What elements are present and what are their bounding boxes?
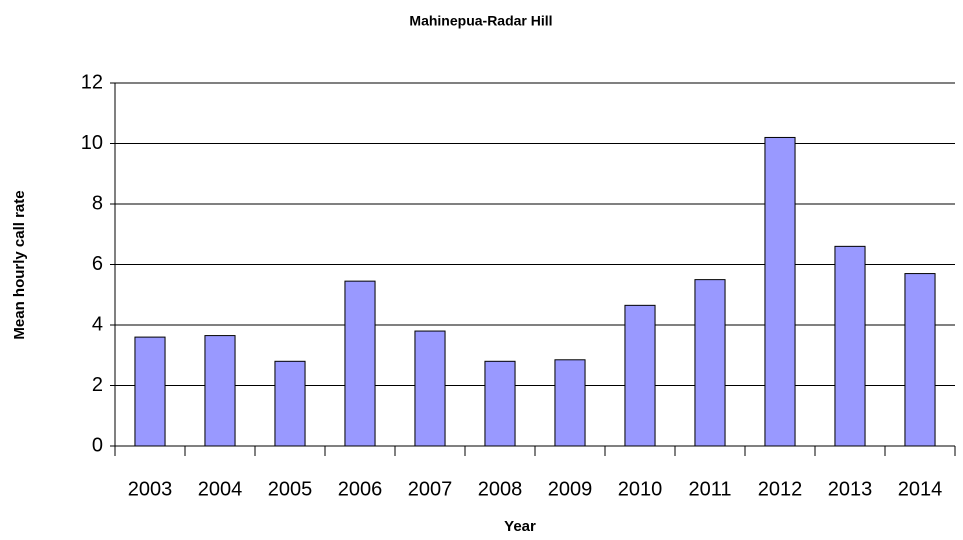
x-tick-label: 2014: [898, 478, 943, 500]
y-tick-label: 6: [92, 253, 103, 275]
y-tick-label: 4: [92, 313, 103, 335]
y-tick-label: 0: [92, 434, 103, 456]
x-tick-label: 2006: [338, 478, 383, 500]
bar: [274, 360, 306, 447]
bar: [134, 336, 166, 447]
bar: [834, 245, 866, 447]
bar: [554, 359, 586, 447]
x-tick-label: 2008: [478, 478, 523, 500]
y-tick-label: 2: [92, 374, 103, 396]
bar: [414, 330, 446, 447]
x-tick-label: 2011: [688, 478, 731, 500]
chart-title: Mahinepua-Radar Hill: [409, 13, 552, 29]
x-tick-label: 2004: [198, 478, 243, 500]
bar: [484, 360, 516, 447]
bar: [764, 136, 796, 447]
x-tick-label: 2012: [758, 478, 803, 500]
y-tick-label: 8: [92, 192, 103, 214]
bar: [904, 273, 936, 447]
y-tick-label: 10: [81, 132, 103, 154]
bar: [624, 304, 656, 447]
x-tick-label: 2013: [828, 478, 873, 500]
x-tick-label: 2010: [618, 478, 663, 500]
bar: [204, 335, 236, 447]
y-axis-title: Mean hourly call rate: [11, 190, 28, 339]
bar: [694, 279, 726, 447]
x-tick-label: 2003: [128, 478, 173, 500]
x-tick-label: 2009: [548, 478, 593, 500]
x-axis-title: Year: [504, 518, 536, 535]
x-tick-label: 2007: [408, 478, 453, 500]
y-tick-label: 12: [81, 71, 103, 93]
x-tick-label: 2005: [268, 478, 313, 500]
bar: [344, 280, 376, 447]
